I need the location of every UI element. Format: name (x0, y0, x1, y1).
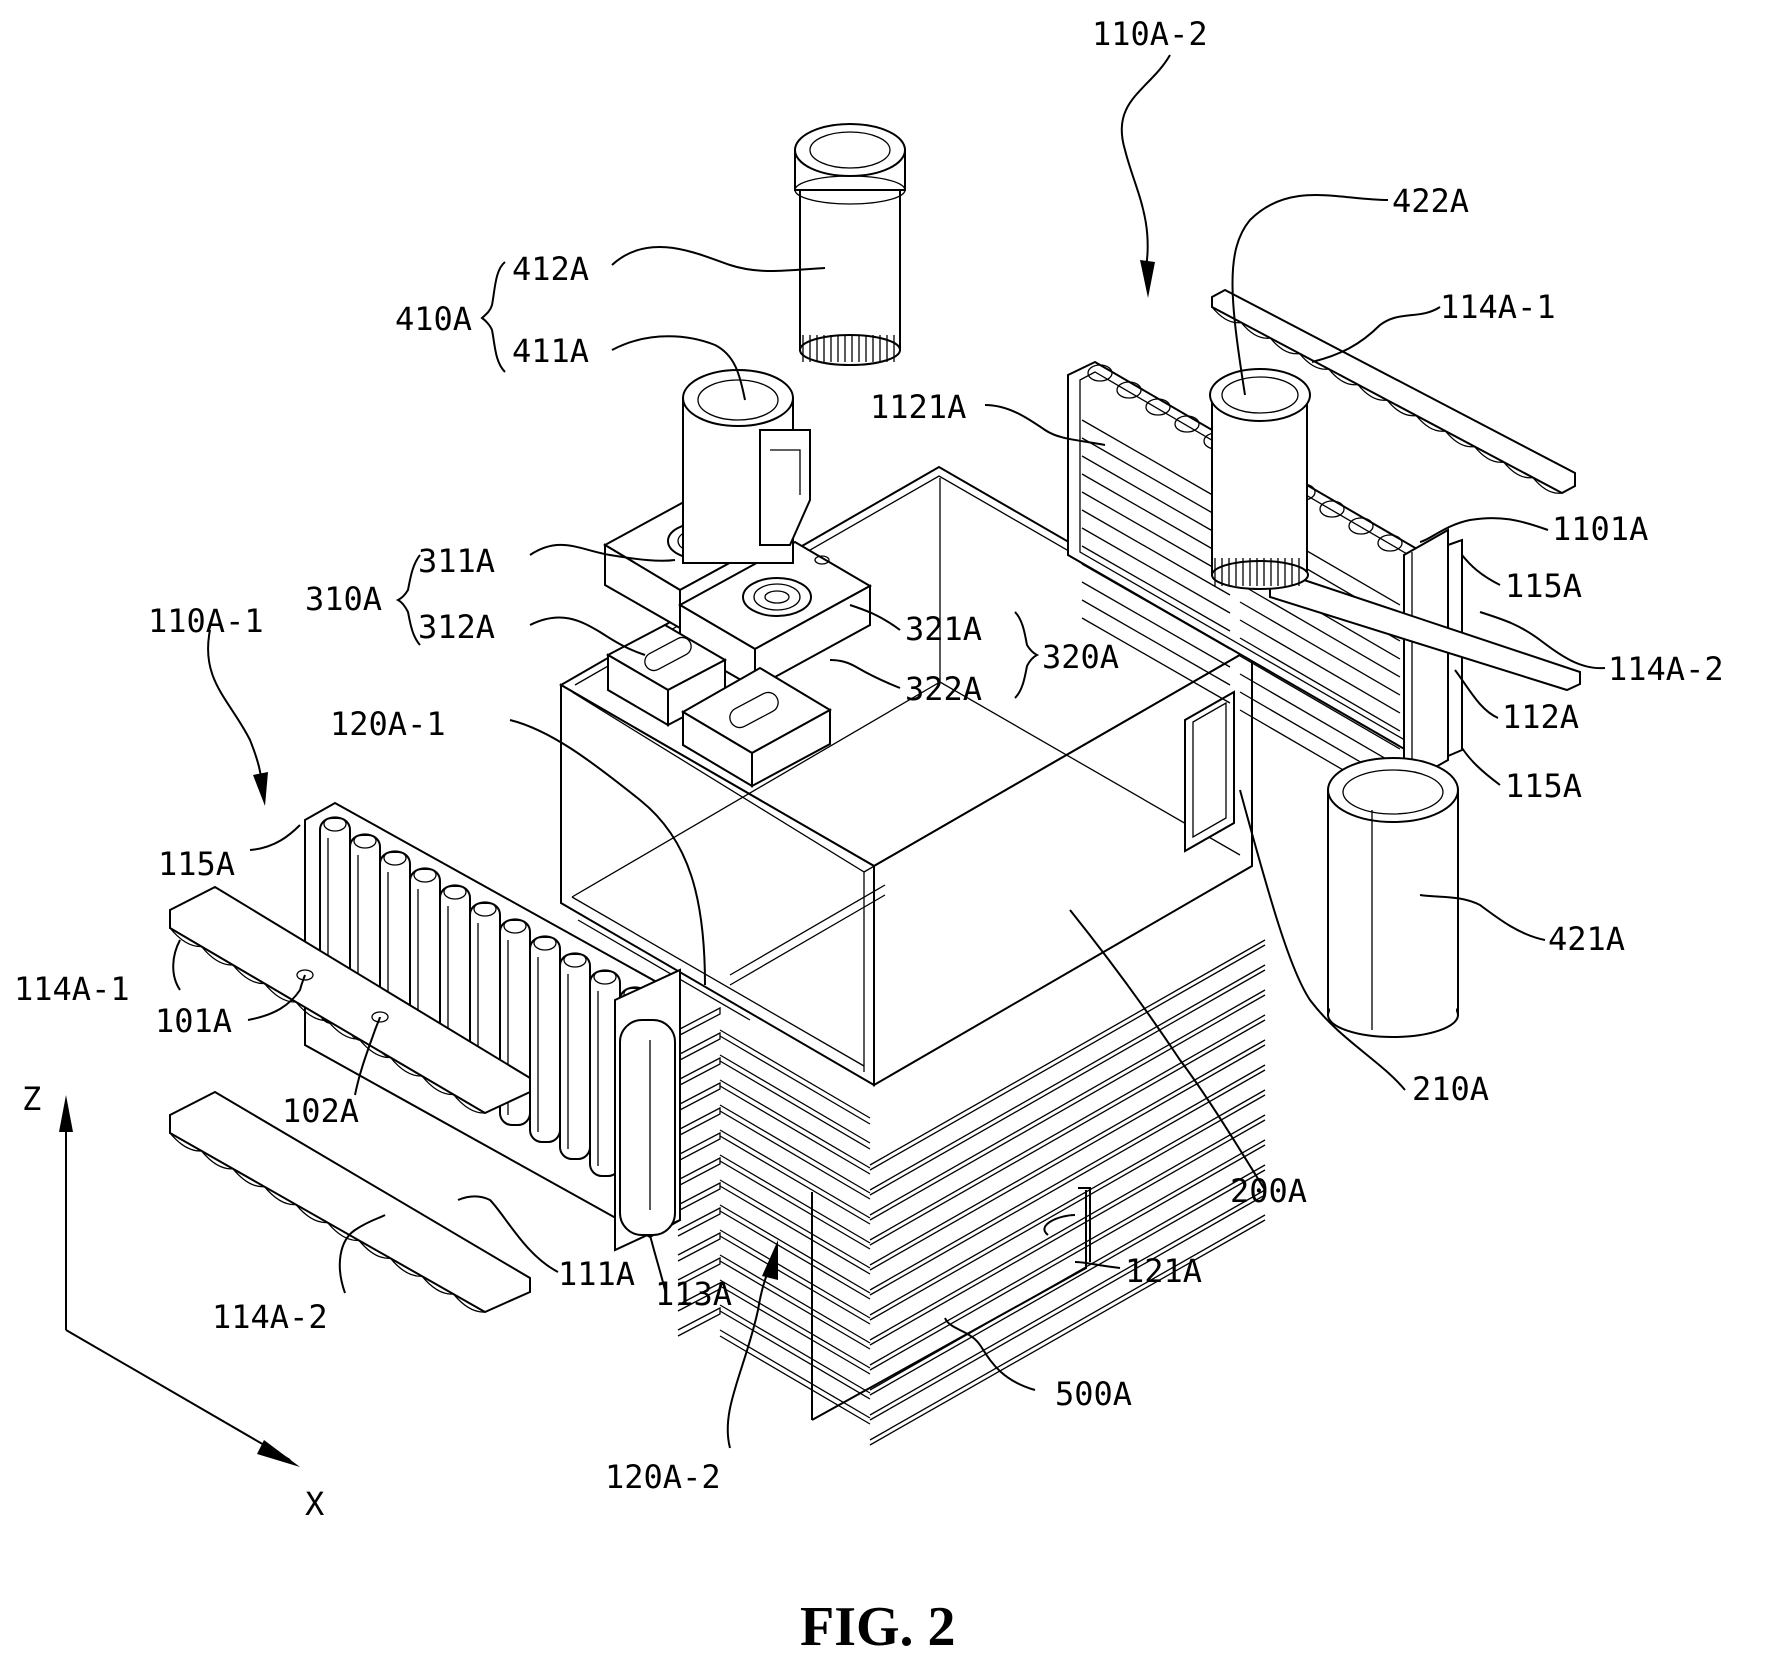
label-200A: 200A (1230, 1172, 1307, 1210)
label-411A: 411A (512, 332, 589, 370)
label-310A: 310A (305, 580, 382, 618)
x-axis-label: X (305, 1485, 324, 1523)
label-114A-2-right: 114A-2 (1608, 650, 1724, 688)
label-114A-2-left: 114A-2 (212, 1298, 328, 1336)
label-500A: 500A (1055, 1375, 1132, 1413)
label-321A: 321A (905, 610, 982, 648)
tube-422A (1210, 369, 1310, 589)
label-322A: 322A (905, 670, 982, 708)
label-121A: 121A (1125, 1252, 1202, 1290)
label-115A-right-upper: 115A (1505, 567, 1582, 605)
label-312A: 312A (418, 608, 495, 646)
label-111A: 111A (558, 1255, 635, 1293)
label-115A-right-lower: 115A (1505, 767, 1582, 805)
label-311A: 311A (418, 542, 495, 580)
label-110A-2: 110A-2 (1092, 15, 1208, 53)
figure-caption: FIG. 2 (800, 1596, 956, 1658)
label-422A: 422A (1392, 182, 1469, 220)
label-410A: 410A (395, 300, 472, 338)
label-112A: 112A (1502, 698, 1579, 736)
label-320A: 320A (1042, 638, 1119, 676)
tube-412A (795, 124, 905, 365)
label-110A-1: 110A-1 (148, 602, 264, 640)
z-axis-label: Z (22, 1080, 41, 1118)
label-1121A: 1121A (870, 388, 966, 426)
label-113A: 113A (655, 1275, 732, 1313)
label-412A: 412A (512, 250, 589, 288)
label-114A-1-right: 114A-1 (1440, 288, 1556, 326)
sleeve-411A (683, 370, 810, 563)
label-101A: 101A (155, 1002, 232, 1040)
label-120A-1: 120A-1 (330, 705, 446, 743)
label-421A: 421A (1548, 920, 1625, 958)
label-1101A: 1101A (1552, 510, 1648, 548)
label-120A-2: 120A-2 (605, 1458, 721, 1496)
label-102A: 102A (282, 1092, 359, 1130)
label-114A-1-left: 114A-1 (14, 970, 130, 1008)
label-115A-left: 115A (158, 845, 235, 883)
label-210A: 210A (1412, 1070, 1489, 1108)
